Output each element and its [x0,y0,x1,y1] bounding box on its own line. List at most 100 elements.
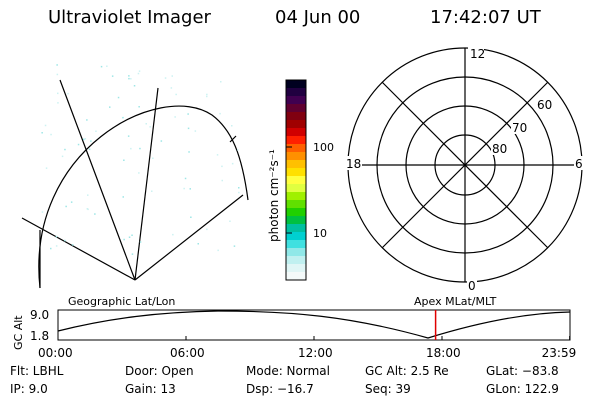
orbit-right-title: Apex MLat/MLT [414,295,497,308]
speckle [70,201,73,203]
colorbar-swatch [286,208,306,217]
speckle [171,75,173,77]
time-label: 17:42:07 UT [430,7,541,28]
speckle [87,194,89,196]
orbit-xticks: 00:00 06:00 12:00 18:00 23:59 [38,336,576,360]
colorbar-swatch [286,104,306,113]
speckle [238,191,240,194]
orbit-xtick-label: 12:00 [298,346,333,360]
colorbar-frame [285,79,307,281]
label-bg-70 [511,120,529,134]
speckle [175,93,177,96]
speckle [188,151,190,153]
speckle [137,72,140,75]
colorbar-swatch [286,272,306,281]
orbit-left-title: Geographic Lat/Lon [68,295,175,308]
meridian-line-1 [59,79,136,281]
colorbar-swatch [286,88,306,97]
info-ip: IP: 9.0 [10,382,48,396]
speckle [90,140,92,142]
speckle [187,113,189,115]
colorbar-swatch [286,136,306,145]
mlt-label-6: 6 [575,157,583,171]
colorbar-swatch [286,144,306,153]
speckle [183,187,185,190]
info-gain: Gain: 13 [125,382,176,396]
colorbar-swatch [286,160,306,169]
speckle [94,213,96,215]
colorbar-swatch [286,80,306,89]
speckle [86,208,89,210]
polar-diagonal-2 [381,81,549,249]
speckle [189,188,191,190]
speckle [128,75,130,77]
colorbar-swatch [286,184,306,193]
speckle [138,106,140,108]
speckle [56,73,59,76]
date-label: 04 Jun 00 [275,7,361,28]
speckle [194,130,197,132]
orbit-plot-frame [57,309,571,341]
speckle [151,190,153,192]
colorbar-swatch [286,240,306,249]
colorbar-swatch [286,112,306,121]
speckle [131,234,133,236]
colorbar-swatch [286,256,306,265]
speckle [50,133,52,136]
orbit-altitude-curve [57,310,571,339]
speckle [219,112,221,115]
info-gc-alt: GC Alt: 2.5 Re [365,364,449,378]
speckle [221,165,223,168]
speckle [206,95,208,98]
colorbar-swatch [286,120,306,129]
colorbar-label-10: 10 [313,227,327,240]
mlat-label-70: 70 [512,121,527,135]
meridian-line-3 [21,217,136,281]
speckle [41,211,44,213]
speckle [95,130,97,132]
speckle [216,154,219,156]
limb-tick [229,135,237,143]
orbit-xtick-label: 18:00 [426,346,461,360]
speckle [149,126,151,128]
speckle [131,253,134,255]
meridian-line-2 [134,87,159,281]
speckle [206,93,208,96]
speckle [44,124,47,127]
label-bg-18 [344,156,362,170]
colorbar-swatch [286,200,306,209]
info-glat: GLat: −83.8 [486,364,559,378]
speckle [88,148,91,151]
orbit-xtick-label: 23:59 [542,346,577,360]
label-bg-60 [536,97,554,111]
colorbar-swatch [286,96,306,105]
orbit-ylabel: GC Alt [12,315,25,350]
speckle [231,125,233,127]
speckle [138,172,140,174]
label-bg-6 [574,156,584,170]
polar-grid [347,47,583,283]
mlat-label-60: 60 [537,98,552,112]
speckle [174,116,176,118]
instrument-title: Ultraviolet Imager [48,7,211,28]
speckle [237,149,239,151]
colorbar-swatch [286,152,306,161]
speckle [122,116,124,119]
colorbar-swatch [286,232,306,241]
speckle [139,241,142,243]
orbit-xtick-label: 06:00 [170,346,205,360]
speckle [197,243,199,245]
colorbar-label-100: 100 [313,141,334,154]
speckle [111,75,114,77]
speckle [229,220,231,222]
speckle [138,70,141,72]
colorbar [286,80,306,281]
speckle [133,85,136,87]
mlt-label-0: 0 [468,279,476,293]
speckle [117,96,120,99]
speckle [123,159,125,161]
meridian-line-4 [134,194,244,281]
colorbar-swatch [286,192,306,201]
mlt-label-12: 12 [470,47,485,61]
